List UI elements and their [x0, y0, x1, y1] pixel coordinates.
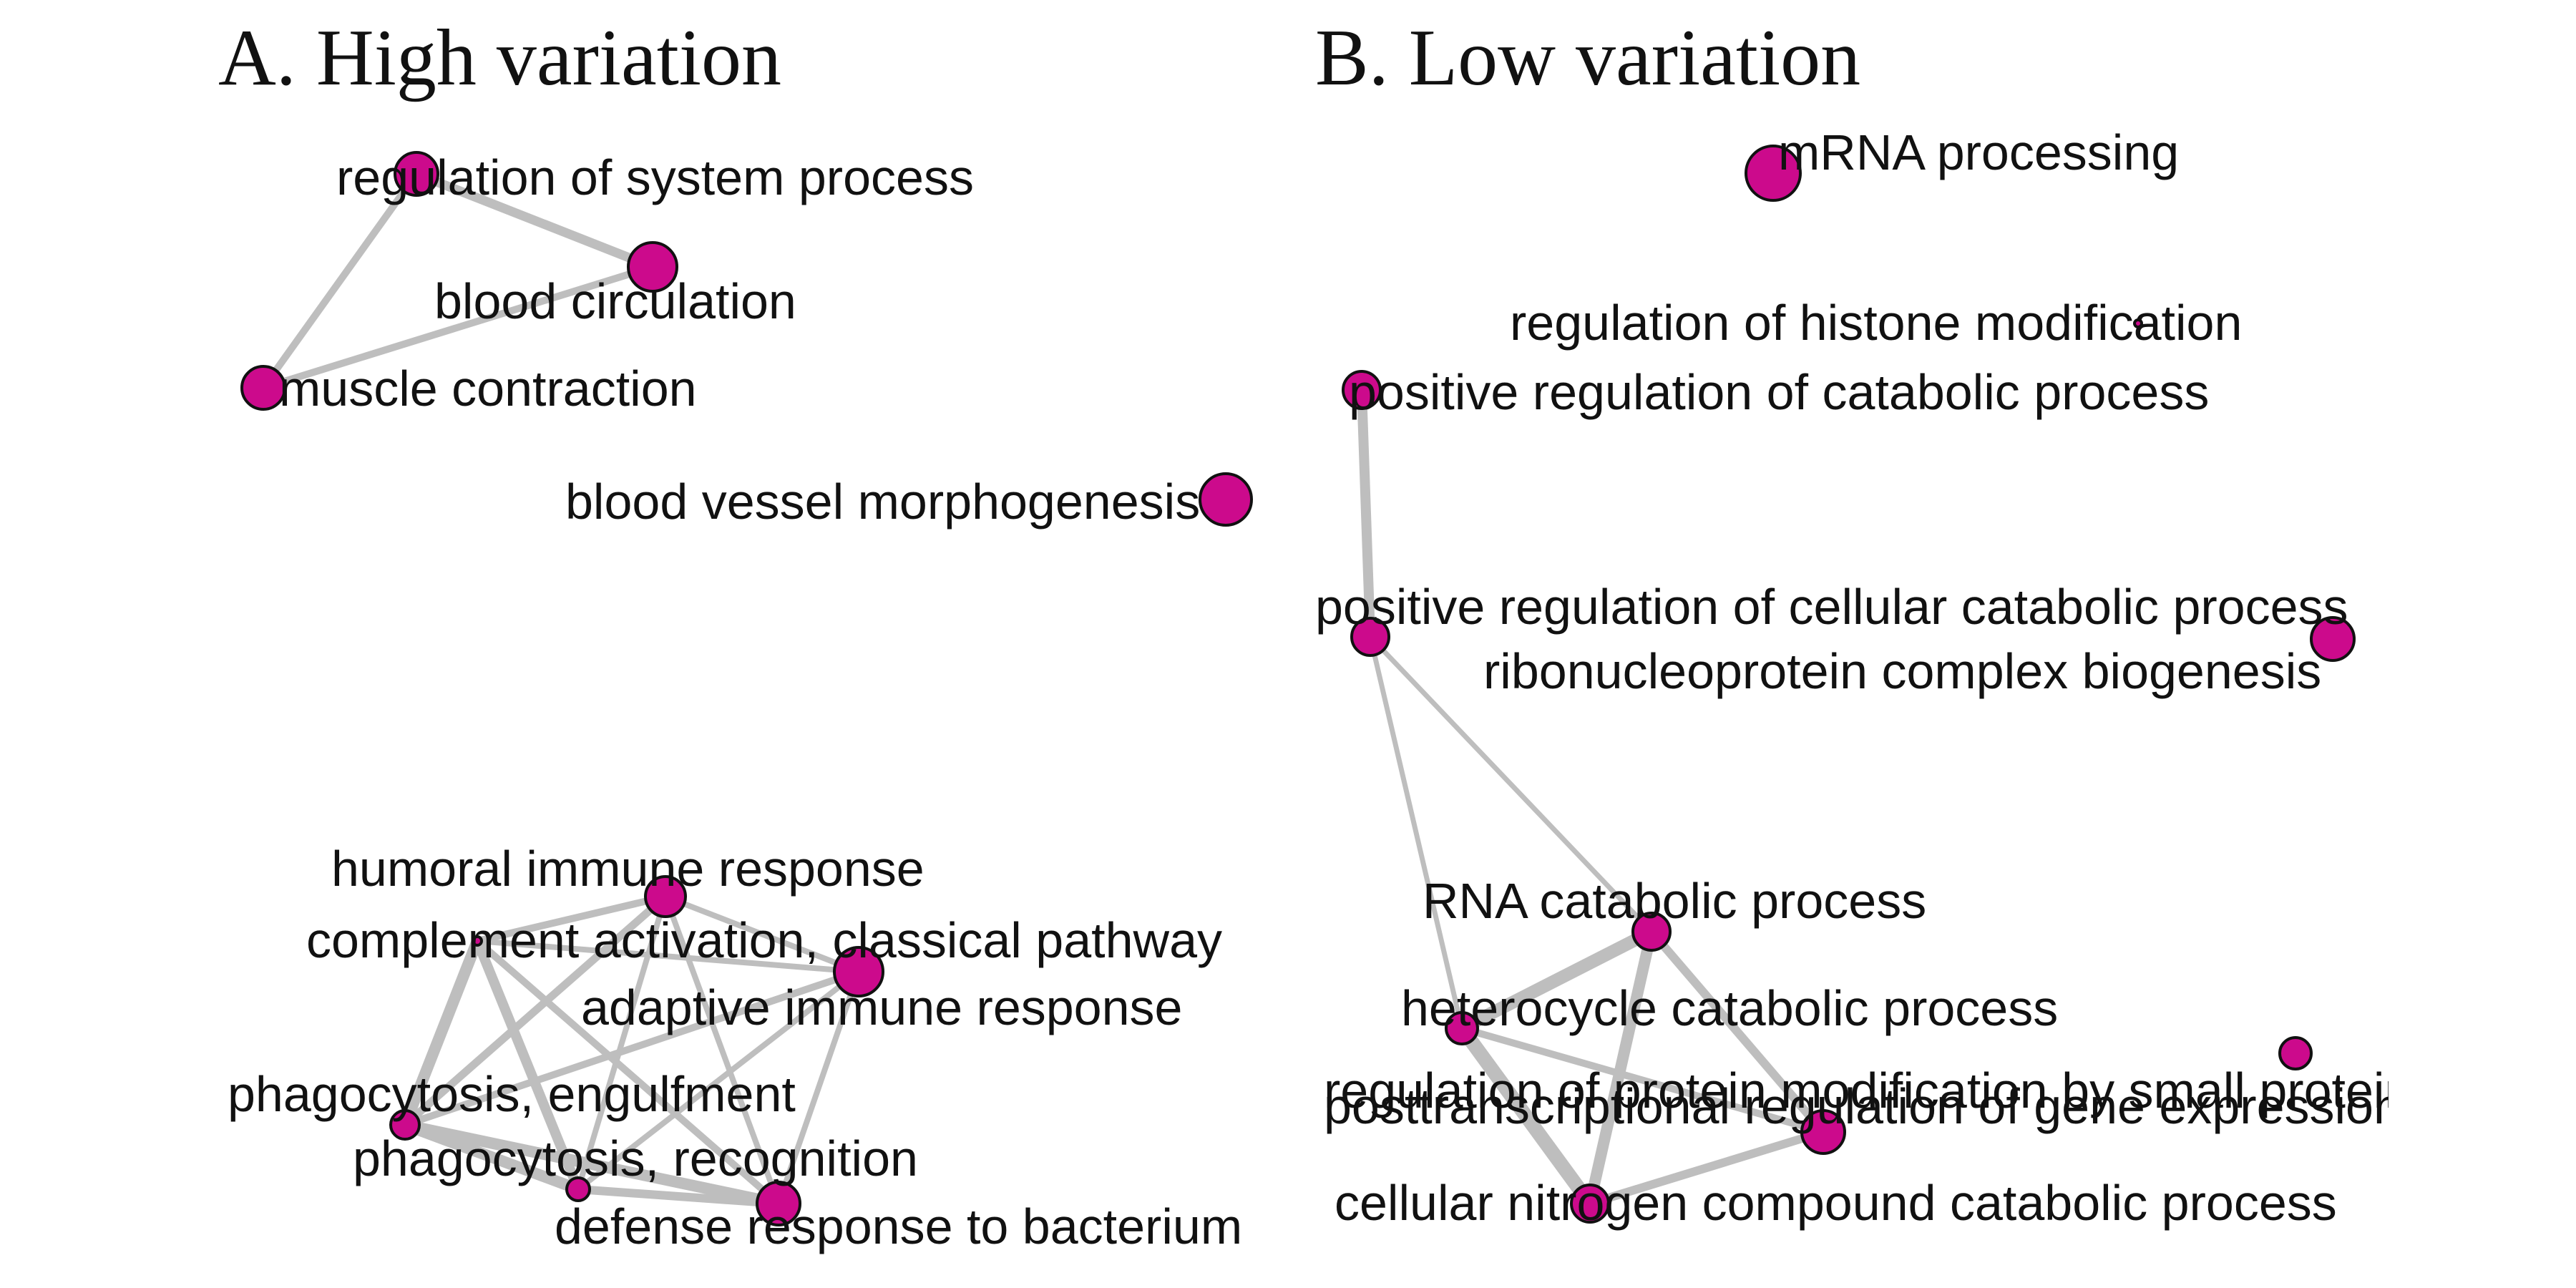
node-label-a1: regulation of system process [336, 150, 974, 205]
edge-a6-a10 [474, 937, 782, 1207]
node-a8 [389, 1109, 421, 1141]
node-b5 [2310, 616, 2356, 662]
node-a7 [833, 946, 884, 997]
edge-a7-a10 [776, 969, 862, 1206]
edges-low-variation [1357, 385, 1828, 1211]
node-b6 [1631, 912, 1672, 952]
panel-title-high-variation: A. High variation [218, 14, 781, 102]
edge-b7-b9 [1458, 1025, 1827, 1136]
edge-a7-a8 [401, 968, 862, 1128]
node-a2 [627, 241, 678, 293]
edge-b4-b7 [1367, 634, 1465, 1031]
node-label-a5: humoral immune response [331, 841, 924, 897]
labels-low-variation: mRNA processing regulation of histone mod… [1315, 125, 2576, 1231]
edges-high-variation [260, 169, 862, 1209]
node-b10 [1570, 1184, 1610, 1224]
node-label-a6: complement activation, classical pathway [306, 912, 1222, 968]
node-a3 [240, 365, 286, 411]
edge-a1-a2 [411, 169, 658, 272]
node-label-b9: posttranscriptional regulation of gene e… [1324, 1078, 2401, 1134]
node-b3 [1342, 370, 1382, 410]
node-a4 [1199, 472, 1253, 527]
edge-a6-a9 [472, 936, 583, 1194]
node-a9 [565, 1176, 591, 1202]
edge-a6-a7 [474, 938, 862, 975]
node-b7 [1445, 1011, 1479, 1045]
node-label-b1: mRNA processing [1778, 125, 2179, 180]
edge-a5-a8 [401, 892, 670, 1129]
edge-a2-a3 [260, 263, 656, 391]
edge-a7-a9 [575, 969, 862, 1192]
node-label-a7: adaptive immune response [581, 980, 1182, 1035]
panel-low-variation: B. Low variation mRNA processing regulati… [1315, 14, 2576, 1231]
node-b1 [1745, 145, 1802, 202]
node-a6 [472, 935, 483, 947]
edge-b7-b10 [1455, 1021, 1597, 1211]
edge-b4-b6 [1367, 634, 1654, 935]
node-label-b6: RNA catabolic process [1423, 873, 1926, 929]
node-label-b5: ribonucleoprotein complex biogenesis [1483, 643, 2321, 699]
node-label-b4: positive regulation of cellular cataboli… [1315, 579, 2348, 635]
edge-a9-a10 [574, 1185, 783, 1208]
node-label-a2: blood circulation [434, 273, 796, 329]
node-label-a4: blood vessel morphogenesis [565, 474, 1200, 530]
node-label-b2: regulation of histone modification [1510, 295, 2242, 351]
labels-high-variation: regulation of system process blood circul… [228, 150, 1242, 1254]
node-b8 [2278, 1036, 2313, 1070]
edge-b6-b7 [1455, 925, 1658, 1035]
node-label-b10: cellular nitrogen compound catabolic pro… [1335, 1175, 2337, 1231]
nodes-low-variation [1342, 145, 2356, 1224]
node-label-b3: positive regulation of catabolic process [1349, 364, 2209, 420]
panel-title-low-variation: B. Low variation [1315, 14, 1860, 102]
node-label-b8: regulation of protein modification by sm… [1324, 1063, 2576, 1118]
edge-a5-a10 [663, 894, 781, 1206]
edge-a5-a7 [663, 894, 862, 975]
edge-b9-b10 [1586, 1128, 1828, 1208]
node-b4 [1350, 617, 1390, 657]
node-label-a3: muscle contraction [279, 361, 697, 416]
node-a5 [644, 875, 687, 918]
node-label-a9: phagocytosis, recognition [353, 1131, 918, 1186]
edge-a1-a3 [260, 170, 420, 391]
edge-b6-b9 [1647, 927, 1828, 1136]
nodes-high-variation [240, 151, 1253, 1226]
edge-b3-b4 [1357, 385, 1375, 642]
edge-a5-a9 [575, 894, 668, 1192]
node-a1 [394, 151, 439, 197]
edge-a8-a10 [399, 1119, 784, 1209]
node-b2 [2133, 318, 2143, 328]
node-label-a8: phagocytosis, engulfment [228, 1066, 796, 1122]
node-label-b7: heterocycle catabolic process [1401, 980, 2058, 1036]
node-a10 [756, 1181, 801, 1226]
edge-a6-a8 [399, 935, 483, 1131]
node-b9 [1800, 1109, 1846, 1155]
panel-high-variation: A. High variation regulation of system p… [218, 14, 1253, 1254]
edge-a5-a6 [474, 893, 669, 945]
edge-b6-b10 [1584, 926, 1657, 1209]
node-label-a10: defense response to bacterium [555, 1199, 1242, 1254]
